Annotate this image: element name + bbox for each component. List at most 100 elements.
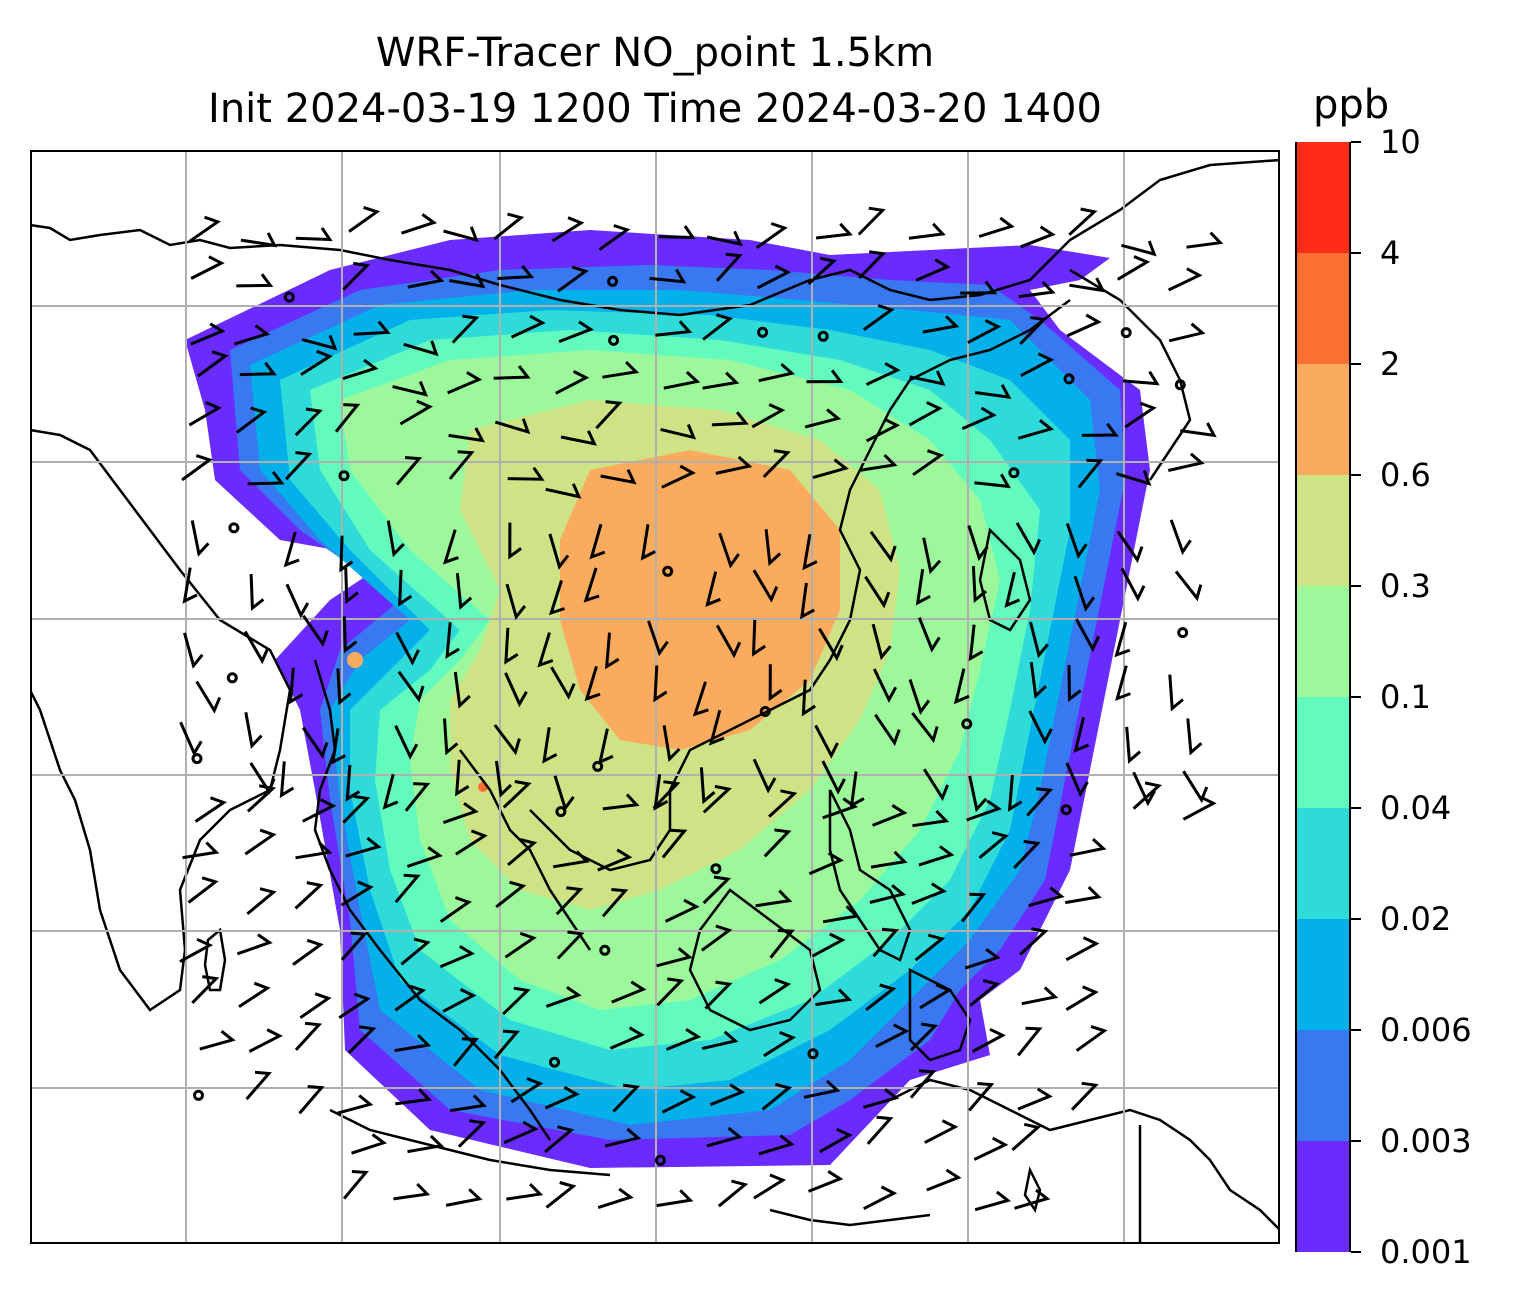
wind-barb [912, 809, 950, 828]
wind-barb [699, 767, 716, 805]
wind-barb [664, 898, 700, 923]
map-title-line1: WRF-Tracer NO_point 1.5km [375, 30, 935, 76]
wind-barb [556, 930, 585, 960]
wind-barb [858, 250, 887, 280]
wind-barb [449, 273, 486, 289]
wind-barb [494, 760, 513, 798]
wind-barb [872, 668, 898, 704]
wind-barb [457, 1119, 487, 1148]
wind-barb [336, 1094, 374, 1115]
wind-barb [612, 1083, 641, 1113]
wind-barb [874, 713, 901, 747]
wind-barb [508, 522, 522, 560]
calm-wind-marker [817, 330, 829, 342]
wind-barb [448, 450, 475, 480]
wind-barb [866, 1115, 894, 1145]
wind-barb [803, 1079, 841, 1099]
calm-wind-marker [961, 718, 973, 730]
wind-barb [493, 724, 521, 756]
colorbar-tick-label: 0.6 [1380, 456, 1431, 494]
wind-barb [399, 399, 433, 426]
wind-barb [908, 401, 943, 427]
wind-barb [542, 727, 558, 764]
wind-barb [761, 1082, 793, 1111]
calm-wind-marker [549, 1056, 560, 1068]
wind-barb [494, 418, 531, 435]
wind-barb [407, 1134, 445, 1154]
wind-barb [918, 845, 955, 867]
wind-barb [245, 1070, 272, 1101]
wind-barb [595, 400, 623, 430]
wind-barb [822, 905, 860, 924]
wind-barb [1066, 313, 1102, 338]
wind-barb [1174, 570, 1203, 602]
wind-barb [917, 617, 941, 653]
wind-barb [449, 1094, 487, 1113]
wind-barb [179, 721, 203, 757]
wind-barb [398, 569, 413, 607]
wind-barb [345, 764, 361, 802]
calm-wind-marker [228, 522, 240, 534]
wind-barb [755, 889, 793, 908]
wind-barb [1081, 422, 1119, 437]
wind-barb [960, 280, 998, 295]
wind-barb [1065, 762, 1089, 798]
wind-barb [395, 631, 420, 666]
colorbar-tick [1351, 252, 1361, 254]
wind-barb [537, 632, 554, 668]
wind-barb [448, 427, 485, 443]
wind-barb [870, 850, 908, 869]
calm-wind-marker [191, 753, 203, 765]
wind-barb [558, 320, 594, 343]
wind-barb [964, 948, 1001, 970]
wind-barb [702, 784, 732, 814]
wind-barb [971, 1027, 1006, 1053]
wind-barb [806, 369, 844, 384]
calm-wind-marker [338, 470, 350, 482]
wind-barb [455, 829, 488, 856]
wind-barb [451, 314, 480, 344]
wind-barb [967, 525, 989, 562]
wind-barb [351, 1133, 388, 1155]
colorbar-tick [1351, 696, 1361, 698]
wind-barb [495, 880, 527, 909]
wind-barb [1019, 927, 1049, 956]
wind-barb [199, 1030, 236, 1051]
wind-barb [758, 362, 796, 383]
wind-barb [653, 665, 668, 703]
wind-barb [502, 986, 531, 1016]
wind-barb [969, 978, 1000, 1007]
wind-barb [1075, 1024, 1108, 1052]
wind-barb [692, 681, 709, 717]
wind-barb [1021, 986, 1059, 1006]
wind-barb [815, 222, 853, 240]
wind-barb [978, 216, 1015, 238]
wind-barb [557, 265, 589, 293]
wind-barb [815, 988, 853, 1007]
wind-barb [968, 775, 988, 813]
wind-barb [1077, 458, 1104, 489]
wind-barb [658, 225, 696, 240]
colorbar-tick [1351, 1140, 1361, 1142]
wind-barb [544, 1125, 575, 1154]
wind-barb [1116, 530, 1144, 564]
wind-barb [279, 761, 295, 799]
wind-barb [439, 896, 472, 923]
calm-wind-marker [608, 334, 620, 346]
wind-barb [702, 875, 732, 905]
wind-barb [1069, 837, 1107, 857]
wind-barb [649, 268, 687, 284]
wind-barb [1132, 771, 1157, 807]
colorbar-segment [1297, 586, 1349, 697]
wind-barb [705, 571, 721, 607]
wind-barb [330, 728, 346, 765]
wind-barb [302, 798, 337, 823]
wind-barb [382, 773, 399, 810]
wind-barb [294, 407, 323, 437]
wind-barb [504, 931, 537, 959]
wind-barb [865, 417, 901, 443]
wind-barb [394, 984, 427, 1012]
wind-barb [453, 1037, 479, 1067]
wind-barb [862, 304, 895, 331]
wind-barb [340, 931, 368, 961]
